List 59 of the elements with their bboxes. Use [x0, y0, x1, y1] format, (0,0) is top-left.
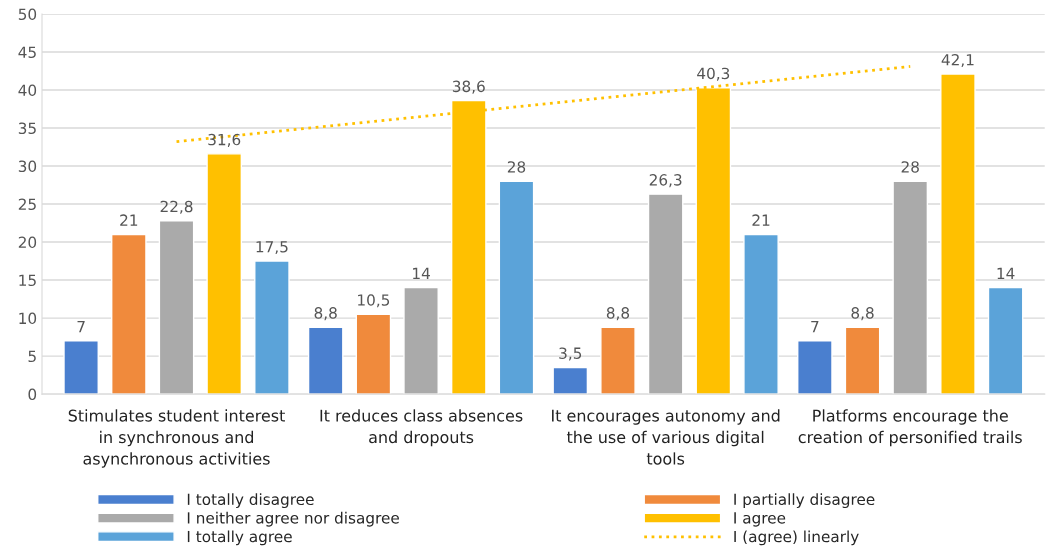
data-label: 26,3: [649, 174, 682, 188]
data-label: 31,6: [208, 133, 241, 147]
data-label: 42,1: [941, 53, 974, 68]
data-label: 28: [901, 161, 919, 173]
legend-label: I partially disagree: [734, 493, 875, 509]
legend-label: I totally disagree: [187, 493, 314, 509]
x-tick-label: It reduces class absences and dropouts: [320, 409, 523, 447]
data-label: 8,8: [851, 307, 874, 321]
legend-label: I (agree) linearly: [734, 530, 859, 546]
bar: [892, 180, 929, 395]
x-tick-label: Platforms encourage the creation of personified trails: [798, 409, 1022, 447]
y-tick-label: 40: [18, 84, 37, 97]
data-label: 14: [413, 267, 430, 279]
data-label: 17,5: [256, 241, 288, 255]
data-label: 3,5: [559, 347, 582, 361]
legend-label: I neither agree nor disagree: [187, 511, 399, 527]
data-label: 38,6: [452, 80, 485, 94]
data-label: 40,3: [697, 67, 730, 81]
y-tick-label: 10: [19, 312, 37, 325]
bar: [403, 286, 439, 395]
data-label: 10,5: [358, 294, 390, 308]
y-tick-label: 45: [18, 46, 36, 59]
data-label: 7: [811, 321, 819, 333]
data-label: 22,8: [160, 200, 193, 214]
y-tick-label: 15: [19, 274, 36, 287]
bar: [63, 340, 99, 395]
bar: [206, 153, 243, 395]
bar: [307, 326, 344, 395]
legend-label: I totally agree: [187, 530, 292, 546]
data-label: 8,8: [314, 307, 337, 321]
data-label: 14: [997, 267, 1015, 279]
data-label: 21: [752, 214, 770, 226]
data-label: 28: [507, 161, 526, 173]
y-tick-label: 50: [18, 8, 37, 20]
y-tick-label: 0: [28, 388, 37, 401]
y-tick-label: 25: [18, 198, 36, 211]
bar: [111, 233, 147, 395]
y-tick-label: 30: [18, 160, 37, 173]
bar: [158, 220, 195, 395]
bar: [498, 180, 535, 395]
bar: [552, 366, 589, 395]
y-tick-label: 20: [18, 236, 37, 249]
data-label: 7: [77, 321, 85, 333]
x-tick-label: Stimulates student interest in synchronous and asynchronous activities: [68, 409, 285, 468]
data-label: 21: [120, 214, 138, 226]
x-tick-label: It encourages autonomy and the use of various digital tools: [552, 409, 780, 465]
bar: [355, 313, 392, 395]
bar: [254, 260, 290, 395]
bar: [743, 233, 779, 395]
bar: [940, 73, 976, 395]
bar: [647, 193, 684, 395]
data-label: 8,8: [606, 307, 630, 321]
bar: [797, 340, 833, 395]
y-tick-label: 35: [18, 122, 36, 135]
bar: [600, 326, 636, 395]
bar: [987, 286, 1024, 395]
bar: [844, 326, 881, 395]
legend-label: I agree: [734, 512, 786, 527]
y-tick-label: 5: [28, 350, 36, 363]
